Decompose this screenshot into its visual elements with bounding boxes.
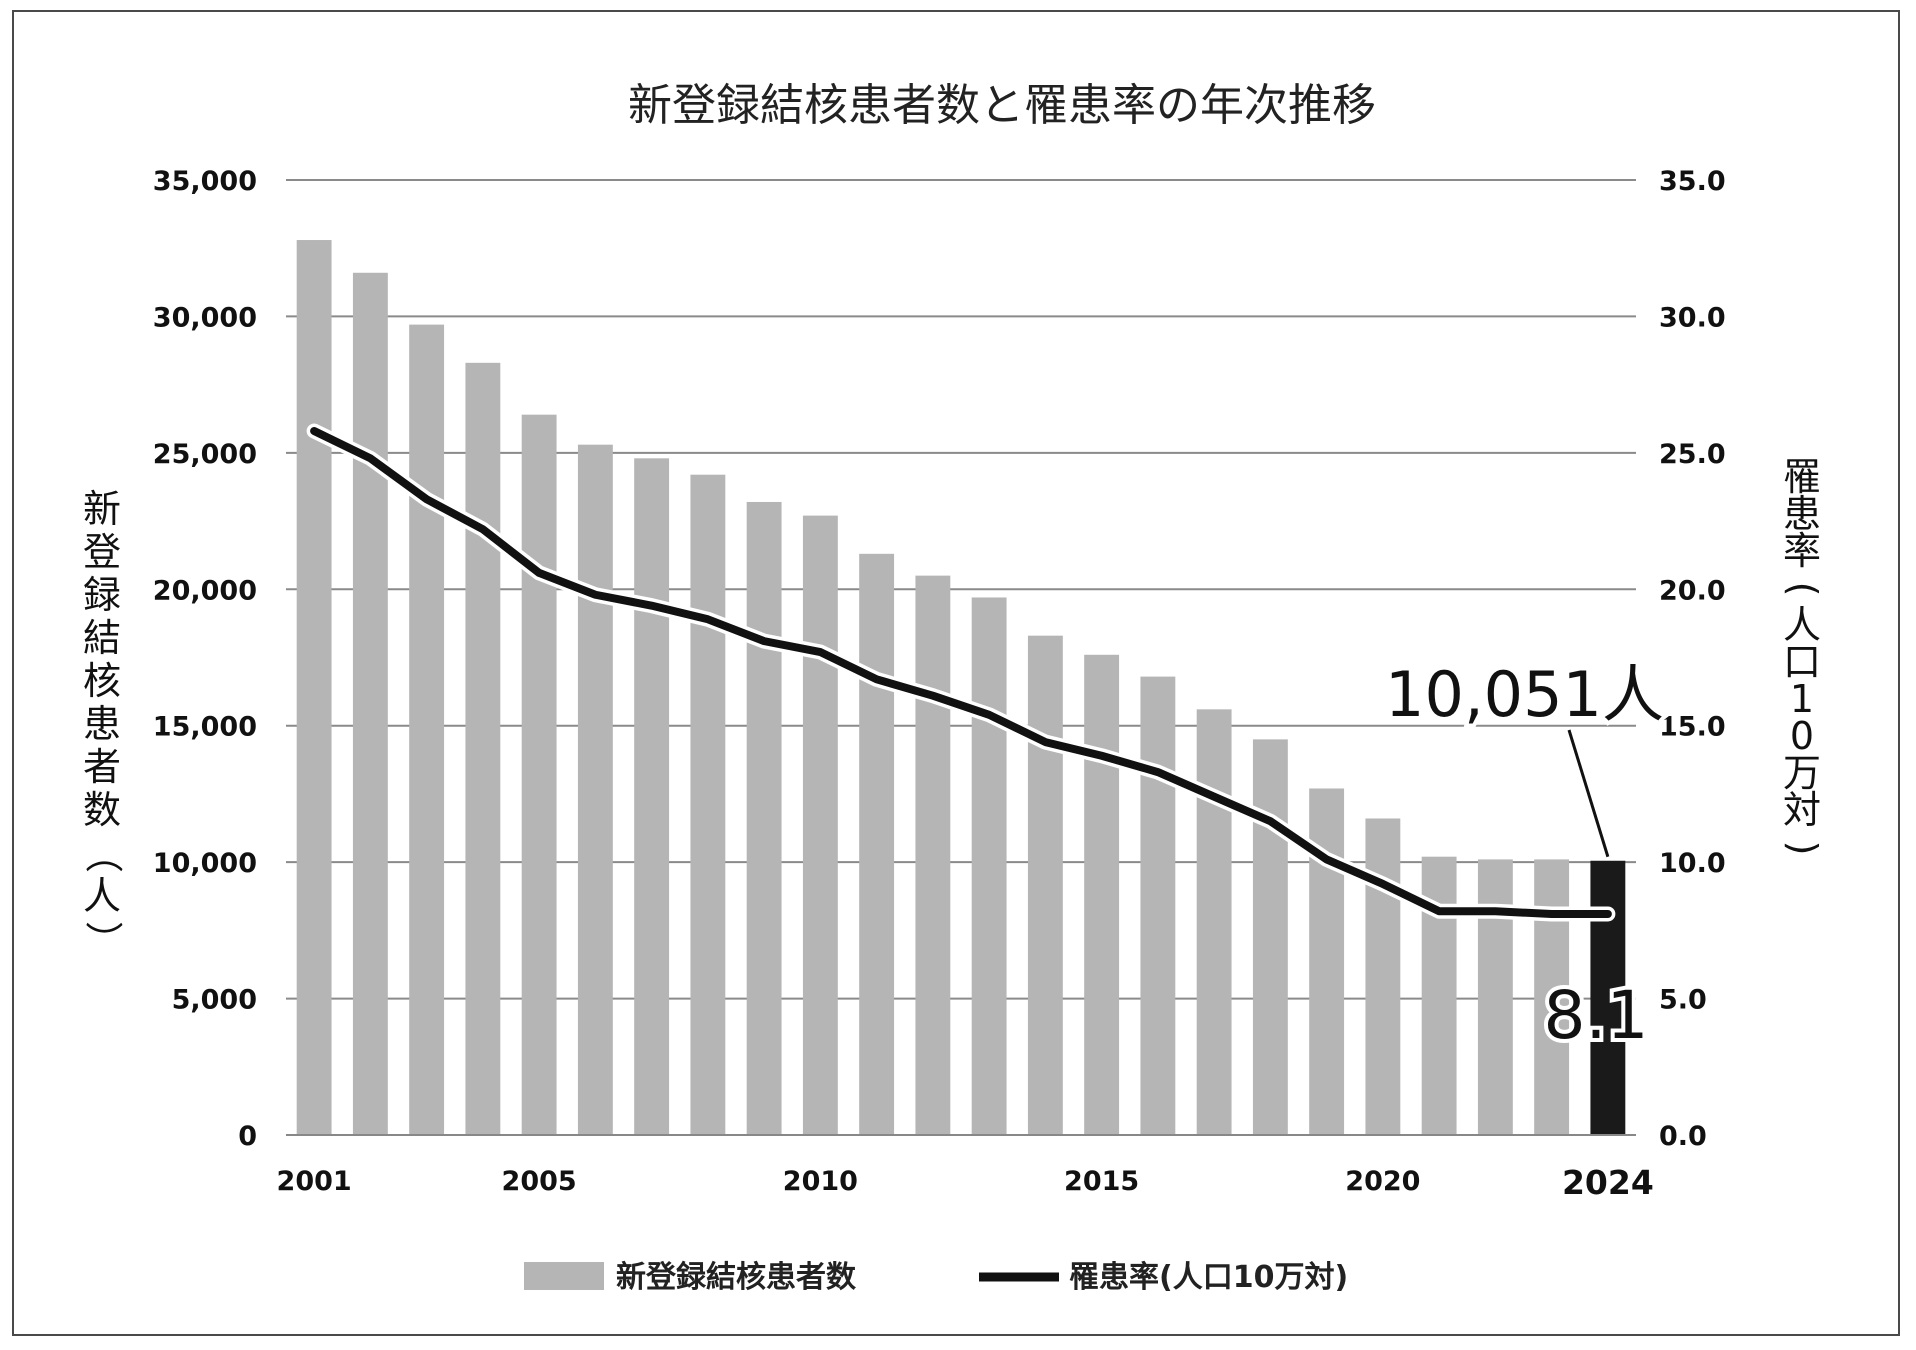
bar xyxy=(690,474,726,1136)
y-left-tick-label: 30,000 xyxy=(153,302,257,333)
y-left-title-char: 数 xyxy=(83,788,121,832)
bar xyxy=(521,414,557,1136)
legend-label-line: 罹患率(人口10万対) xyxy=(1069,1260,1348,1295)
bar xyxy=(1084,654,1120,1135)
bar xyxy=(915,575,951,1135)
y-left-tick-label: 15,000 xyxy=(153,712,257,743)
y-right-tick-label: 25.0 xyxy=(1659,439,1726,470)
x-tick-label: 2001 xyxy=(277,1166,352,1197)
bar xyxy=(1309,788,1345,1135)
y-left-tick-label: 0 xyxy=(238,1121,257,1152)
y-right-tick-label: 35.0 xyxy=(1659,166,1726,197)
y-right-title-char: 万 xyxy=(1783,751,1821,795)
y-axis-left-ticks: 0 5,000 10,000 15,000 20,000 25,000 30,000 35,0… xyxy=(153,166,257,1152)
y-right-title-char: 口 xyxy=(1783,640,1821,684)
y-left-title-char: 録 xyxy=(83,573,121,617)
x-axis-ticks: 2001 2005 2010 2015 2020 2024 xyxy=(277,1163,1654,1202)
grid-lines xyxy=(286,179,1636,1000)
bar xyxy=(1140,676,1176,1135)
y-right-title-char: ( xyxy=(1781,582,1825,597)
annotations: 10,051人 8.1 xyxy=(1381,654,1668,1058)
annotation-leader-line xyxy=(1567,729,1610,858)
y-right-title-char: ) xyxy=(1781,841,1825,856)
bar xyxy=(802,515,838,1135)
bar xyxy=(1252,739,1288,1135)
y-left-title-char: 新 xyxy=(83,487,121,531)
y-left-tick-label: 35,000 xyxy=(153,166,257,197)
y-left-title-char: （ xyxy=(81,835,125,873)
y-left-tick-label: 5,000 xyxy=(172,985,257,1016)
y-right-title-char: 1 xyxy=(1790,677,1814,721)
y-right-title-char: 患 xyxy=(1783,492,1821,536)
y-right-title-char: 対 xyxy=(1783,788,1821,832)
bar xyxy=(296,240,332,1135)
y-axis-left-title: 新登録結核患者数（人） xyxy=(81,487,125,959)
bar xyxy=(1534,859,1570,1135)
y-right-tick-label: 10.0 xyxy=(1659,848,1726,879)
y-right-title-char: 率 xyxy=(1783,529,1821,573)
y-right-tick-label: 5.0 xyxy=(1659,985,1707,1016)
x-tick-label: 2020 xyxy=(1345,1166,1420,1197)
bar xyxy=(859,553,895,1135)
bar-series xyxy=(296,240,1626,1136)
annotation-last-rate: 8.1 xyxy=(1544,977,1649,1054)
y-left-tick-label: 20,000 xyxy=(153,575,257,606)
y-left-tick-label: 10,000 xyxy=(153,848,257,879)
annotation-last-count: 10,051人 xyxy=(1385,658,1664,731)
bar xyxy=(746,501,782,1135)
legend-label-bar: 新登録結核患者数 xyxy=(616,1260,857,1295)
y-right-title-char: 罹 xyxy=(1783,455,1821,499)
bar xyxy=(1477,859,1513,1135)
line-rate xyxy=(310,427,1612,918)
bar xyxy=(1196,709,1232,1135)
bar xyxy=(577,444,613,1136)
y-left-title-char: 結 xyxy=(83,616,121,660)
y-right-tick-label: 0.0 xyxy=(1659,1121,1707,1152)
y-right-title-char: 人 xyxy=(1783,603,1821,647)
y-left-title-char: ） xyxy=(81,921,125,959)
bar xyxy=(409,324,445,1136)
bar xyxy=(634,458,670,1135)
bar xyxy=(971,597,1007,1135)
x-tick-label: 2024 xyxy=(1562,1163,1654,1202)
x-tick-label: 2010 xyxy=(783,1166,858,1197)
x-tick-label: 2015 xyxy=(1064,1166,1139,1197)
legend: 新登録結核患者数 罹患率(人口10万対) xyxy=(524,1260,1348,1295)
y-left-title-char: 人 xyxy=(83,874,121,918)
chart-frame: 新登録結核患者数と罹患率の年次推移 0 5,000 10,000 15,000 20,0… xyxy=(12,10,1900,1336)
y-left-title-char: 登 xyxy=(83,530,121,574)
y-right-tick-label: 30.0 xyxy=(1659,302,1726,333)
line-series xyxy=(306,423,1616,922)
y-right-tick-label: 20.0 xyxy=(1659,575,1726,606)
bar xyxy=(1590,860,1626,1135)
chart-title: 新登録結核患者数と罹患率の年次推移 xyxy=(628,80,1376,131)
y-left-title-char: 患 xyxy=(83,702,121,746)
y-axis-right-ticks: 0.0 5.0 10.0 15.0 20.0 25.0 30.0 35.0 xyxy=(1659,166,1726,1152)
bar xyxy=(352,272,388,1135)
bar xyxy=(1027,635,1063,1135)
y-axis-right-title: 罹患率 ( 人口10万対) xyxy=(1781,455,1825,855)
chart-svg: 新登録結核患者数と罹患率の年次推移 0 5,000 10,000 15,000 20,0… xyxy=(81,80,1825,1295)
y-left-tick-label: 25,000 xyxy=(153,439,257,470)
y-right-title-char: 0 xyxy=(1790,714,1814,758)
x-tick-label: 2005 xyxy=(502,1166,577,1197)
y-left-title-char: 者 xyxy=(83,745,121,789)
bar xyxy=(465,362,501,1135)
y-right-tick-label: 15.0 xyxy=(1659,712,1726,743)
bar xyxy=(1365,818,1401,1135)
legend-swatch-bar xyxy=(524,1262,604,1290)
y-left-title-char: 核 xyxy=(83,659,121,703)
